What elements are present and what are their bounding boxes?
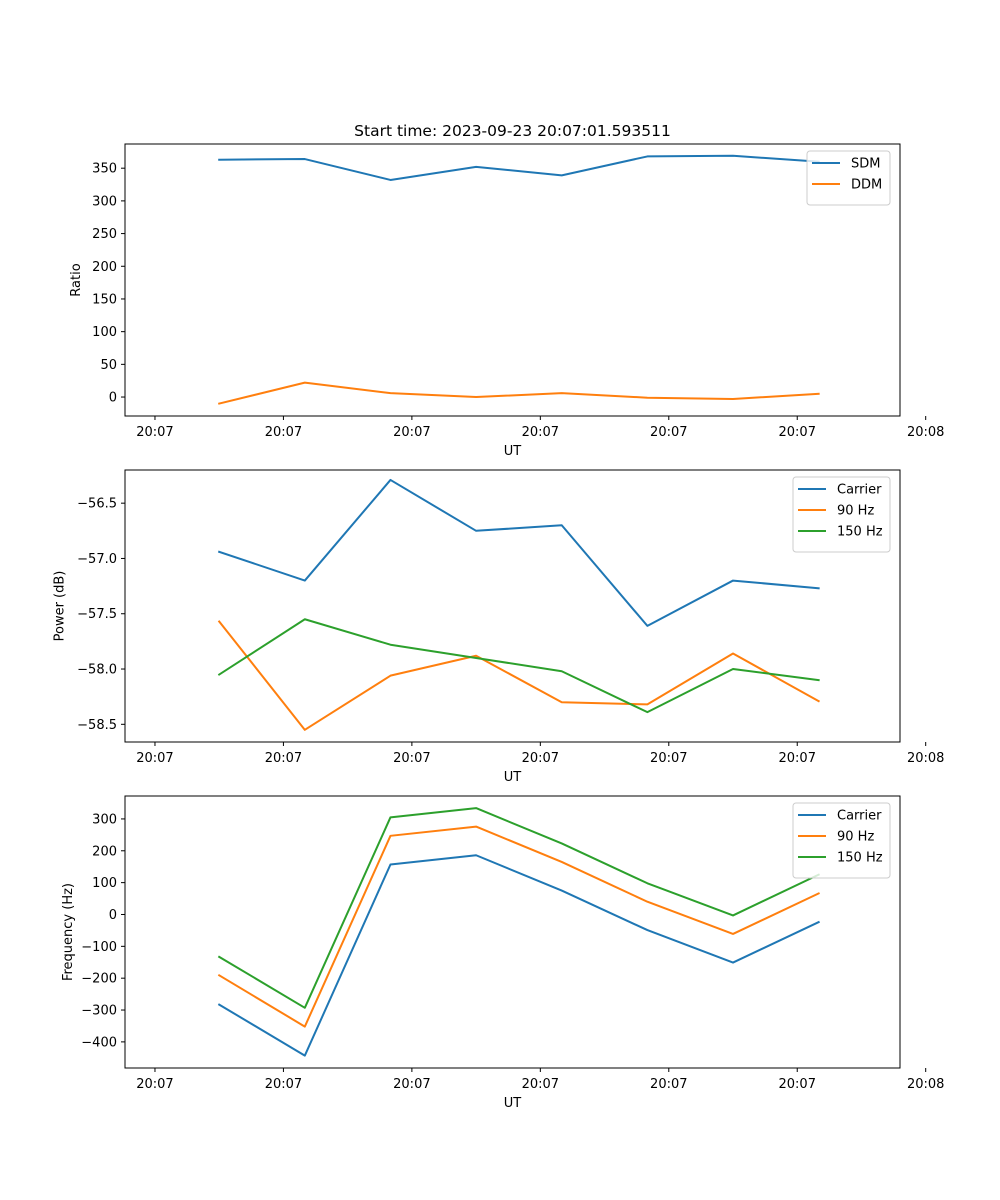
series-group <box>217 478 821 731</box>
x-axis-label: UT <box>504 444 522 459</box>
y-tick-label: 350 <box>92 162 117 177</box>
series-group <box>217 154 820 405</box>
legend: Carrier 90 Hz 150 Hz <box>792 476 891 553</box>
y-tick-label: 0 <box>109 391 117 406</box>
y-tick-label: 150 <box>92 292 117 307</box>
x-tick-label: 20:07 <box>393 1077 430 1092</box>
x-tick-label: 20:07 <box>779 425 816 440</box>
legend: SDM DDM <box>806 150 891 206</box>
axes-frame <box>124 795 901 1069</box>
legend: Carrier 90 Hz 150 Hz <box>792 802 891 879</box>
y-tick-label: 50 <box>100 358 117 373</box>
legend-label: 90 Hz <box>837 830 874 845</box>
x-tick-label: 20:07 <box>393 751 430 766</box>
y-tick-label: 300 <box>92 812 117 827</box>
x-tick-label: 20:08 <box>907 1077 944 1092</box>
chart-title: Start time: 2023-09-23 20:07:01.593511 <box>354 122 671 140</box>
y-tick-label: 250 <box>92 227 117 242</box>
x-tick-label: 20:07 <box>650 1077 687 1092</box>
legend-box <box>792 476 891 553</box>
series-line-sdm <box>218 154 820 181</box>
legend-label: DDM <box>851 178 882 193</box>
y-tick-label: 300 <box>92 194 117 209</box>
chart-panel-3: 20:07 20:07 20:07 20:07 20:07 20:07 20:08 −400 −… <box>61 795 944 1111</box>
x-tick-label: 20:07 <box>650 425 687 440</box>
x-axis-label: UT <box>504 770 522 785</box>
series-line-carrier <box>217 854 820 1057</box>
y-tick-label: −300 <box>81 1004 117 1019</box>
legend-box <box>792 802 891 879</box>
series-line-ddm <box>217 381 820 405</box>
legend-box <box>806 150 891 206</box>
series-line-150-hz <box>217 807 820 1009</box>
x-tick-label: 20:07 <box>265 751 302 766</box>
y-tick-label: −100 <box>81 940 117 955</box>
series-line-150-hz <box>217 618 820 714</box>
x-tick-label: 20:07 <box>136 751 173 766</box>
y-tick-label: 200 <box>92 260 117 275</box>
y-axis-label: Ratio <box>69 263 84 296</box>
y-axis-label: Frequency (Hz) <box>61 883 76 981</box>
x-axis-label: UT <box>504 1096 522 1111</box>
y-tick-label: 200 <box>92 844 117 859</box>
x-tick-label: 20:07 <box>779 751 816 766</box>
series-group <box>217 807 820 1057</box>
y-tick-label: −56.5 <box>77 497 117 512</box>
y-tick-label: −58.0 <box>77 663 117 678</box>
x-tick-label: 20:07 <box>136 1077 173 1092</box>
x-tick-label: 20:07 <box>522 425 559 440</box>
legend-label: 150 Hz <box>837 851 883 866</box>
legend-label: 90 Hz <box>837 504 874 519</box>
legend-label: Carrier <box>837 483 882 498</box>
x-tick-label: 20:07 <box>779 1077 816 1092</box>
series-line-carrier <box>217 478 820 627</box>
axes-frame <box>124 143 901 417</box>
y-tick-label: −400 <box>81 1035 117 1050</box>
y-tick-label: 100 <box>92 876 117 891</box>
x-tick-label: 20:07 <box>393 425 430 440</box>
x-tick-label: 20:08 <box>907 751 944 766</box>
series-line-90-hz <box>217 620 821 731</box>
x-tick-label: 20:07 <box>522 751 559 766</box>
y-tick-label: −58.5 <box>77 718 117 733</box>
y-tick-label: −57.0 <box>77 552 117 567</box>
axes-frame <box>124 469 901 743</box>
x-tick-label: 20:07 <box>265 1077 302 1092</box>
y-tick-label: −57.5 <box>77 607 117 622</box>
legend-label: Carrier <box>837 809 882 824</box>
chart-panel-2: 20:07 20:07 20:07 20:07 20:07 20:07 20:08 −58.5… <box>53 469 944 785</box>
y-axis-label: Power (dB) <box>53 571 68 642</box>
y-tick-label: 100 <box>92 325 117 340</box>
x-tick-label: 20:07 <box>650 751 687 766</box>
x-tick-label: 20:08 <box>907 425 944 440</box>
legend-label: 150 Hz <box>837 525 883 540</box>
legend-label: SDM <box>851 157 880 172</box>
chart-panel-1: Start time: 2023-09-23 20:07:01.593511 20… <box>69 122 944 459</box>
x-tick-label: 20:07 <box>265 425 302 440</box>
y-tick-label: −200 <box>81 972 117 987</box>
series-line-90-hz <box>217 825 820 1028</box>
x-tick-label: 20:07 <box>522 1077 559 1092</box>
y-tick-label: 0 <box>109 908 117 923</box>
x-tick-label: 20:07 <box>136 425 173 440</box>
